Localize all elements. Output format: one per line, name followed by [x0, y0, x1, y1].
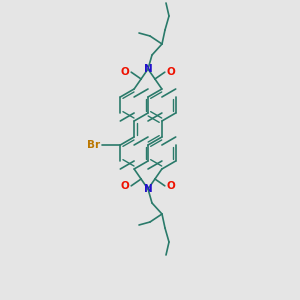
Text: O: O	[121, 181, 129, 191]
Text: Br: Br	[87, 140, 100, 150]
Text: O: O	[167, 181, 176, 191]
Text: O: O	[121, 67, 129, 77]
Text: O: O	[167, 67, 176, 77]
Text: N: N	[144, 184, 152, 194]
Text: N: N	[144, 64, 152, 74]
